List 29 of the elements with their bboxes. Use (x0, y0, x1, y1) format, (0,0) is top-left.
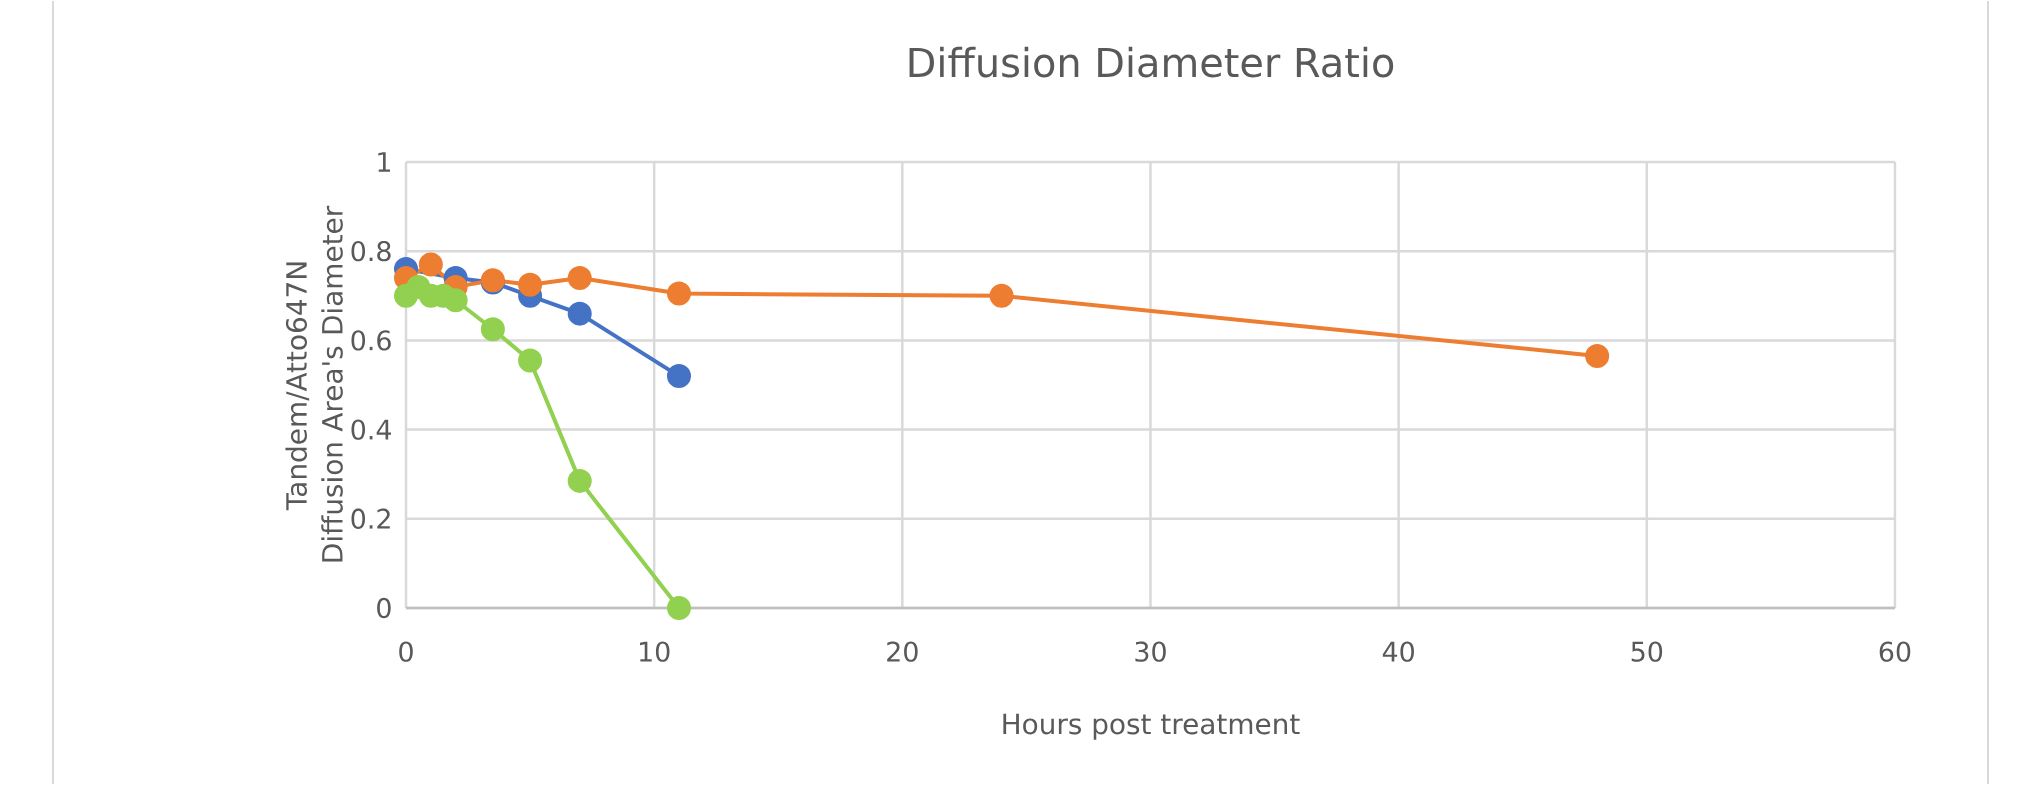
point (1585, 344, 1610, 369)
y-tick-label: 0 (377, 597, 391, 619)
point (989, 283, 1014, 308)
y-tick-label: 0.6 (351, 330, 391, 351)
point (666, 596, 691, 620)
y-tick-label: 0.4 (351, 419, 391, 440)
x-tick-label: 40 (1382, 641, 1414, 662)
x-tick-label: 20 (887, 641, 918, 662)
x-tick-label: 50 (1631, 641, 1663, 662)
x-tick-label: 30 (1135, 641, 1166, 662)
point (480, 317, 505, 342)
x-tick-label: 10 (640, 641, 670, 662)
point (518, 272, 543, 297)
point (666, 364, 691, 389)
y-axis-title: Tandem/Atto647N Diffusion Area's Diameter (285, 205, 343, 562)
point (418, 252, 443, 277)
y-tick-label: 1 (378, 152, 391, 172)
point (567, 265, 592, 290)
point (443, 288, 468, 313)
x-tick-label: 0 (399, 641, 413, 662)
x-tick-label: 60 (1879, 641, 1911, 662)
y-tick-label: 0.2 (351, 508, 390, 529)
x-axis-title: Hours post treatment (1003, 713, 1300, 740)
point (666, 281, 691, 306)
point (518, 348, 543, 373)
point (567, 301, 592, 326)
point (567, 468, 592, 493)
chart-title: Diffusion Diameter Ratio (909, 46, 1394, 78)
y-tick-label: 0.8 (351, 241, 391, 262)
